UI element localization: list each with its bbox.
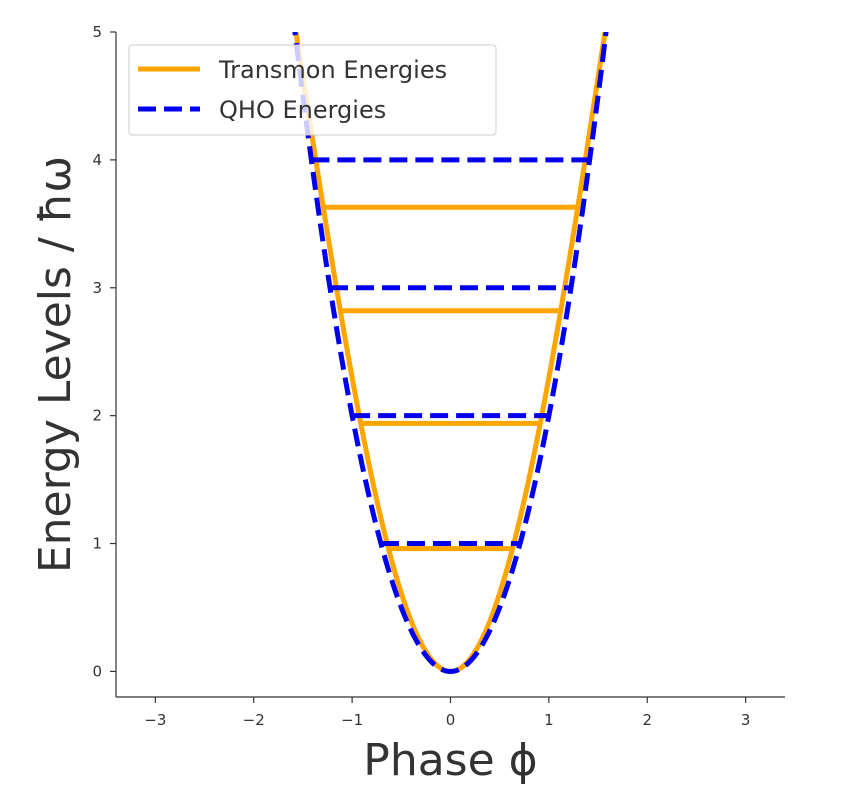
x-axis-label: Phase ϕ	[363, 735, 537, 786]
legend-box	[128, 44, 497, 136]
axes: −3 −2 −1 0 1 2 3 0 1 2 3 4 5	[92, 23, 785, 729]
x-tick-label: −3	[144, 711, 166, 729]
y-tick-label: 2	[92, 407, 102, 425]
y-tick-label: 0	[92, 662, 102, 680]
legend-label-transmon: Transmon Energies	[218, 56, 447, 84]
qho-potential-line	[292, 32, 609, 674]
legend: Transmon Energies QHO Energies	[128, 44, 497, 136]
x-tick-label: 2	[642, 711, 652, 729]
y-tick-label: 1	[92, 535, 102, 553]
y-axis-label: Energy Levels / ħω	[30, 156, 81, 573]
x-tick-label: 0	[446, 711, 456, 729]
y-tick-label: 5	[92, 23, 102, 41]
y-tick-label: 4	[92, 151, 102, 169]
legend-label-qho: QHO Energies	[219, 96, 386, 124]
x-tick-label: 3	[741, 711, 751, 729]
x-tick-label: −1	[341, 711, 363, 729]
x-tick-label: −2	[243, 711, 265, 729]
x-tick-label: 1	[544, 711, 554, 729]
y-tick-label: 3	[92, 279, 102, 297]
